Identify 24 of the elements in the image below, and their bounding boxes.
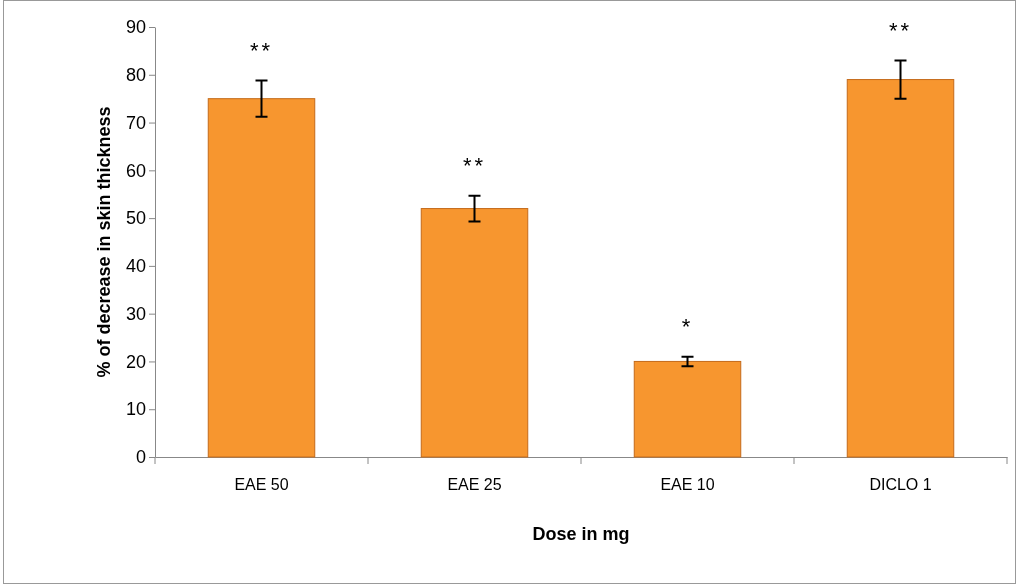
annotation: ** (249, 38, 274, 64)
bar (207, 98, 316, 458)
y-tick-label: 30 (125, 303, 146, 324)
annotation: * (681, 314, 694, 340)
x-tick-label: DICLO 1 (869, 476, 932, 494)
y-tick-label: 0 (135, 447, 146, 468)
y-axis-title: % of decrease in skin thickness (94, 106, 114, 378)
y-tick-label: 40 (125, 256, 146, 277)
bar (633, 360, 742, 458)
bar (846, 79, 955, 458)
x-tick-label: EAE 25 (447, 476, 502, 494)
y-tick-label: 90 (125, 17, 146, 38)
y-tick-label: 10 (125, 399, 146, 420)
y-tick-label: 80 (125, 65, 146, 86)
y-tick-label: 50 (125, 208, 146, 229)
y-tick-label: 20 (125, 351, 146, 372)
y-tick-label: 60 (125, 160, 146, 181)
y-tick-label: 70 (125, 112, 146, 133)
x-tick-label: EAE 50 (234, 476, 289, 494)
annotation: ** (888, 18, 913, 44)
bar (420, 208, 529, 458)
x-axis-title: Dose in mg (532, 524, 630, 544)
x-tick-label: EAE 10 (660, 476, 715, 494)
annotation: ** (462, 153, 487, 179)
